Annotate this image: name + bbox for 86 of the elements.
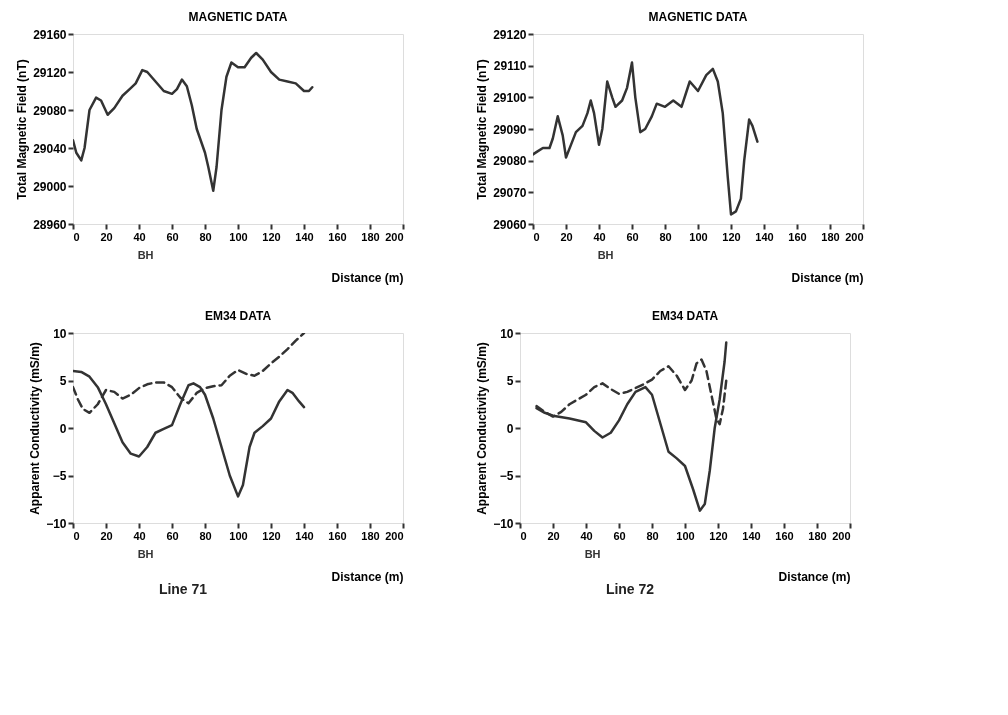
x-tick-label: 160: [788, 230, 807, 243]
x-tick-label: 20: [560, 230, 573, 243]
x-tick-label: 20: [100, 230, 113, 243]
x-axis-title: Distance (m): [778, 569, 851, 584]
y-tick-label: 29040: [33, 141, 67, 156]
x-tick-label: 100: [689, 230, 708, 243]
x-tick-label: 180: [821, 230, 840, 243]
x-tick-label: 60: [613, 529, 626, 542]
y-axis-title: Total Magnetic Field (nT): [15, 59, 30, 200]
y-axis-title: Apparent Conductivity (mS/m): [475, 342, 490, 515]
x-tick-label: 120: [722, 230, 741, 243]
x-tick-label: 140: [295, 529, 314, 542]
y-tick-label: 29000: [33, 179, 67, 194]
text: BH: [137, 249, 154, 261]
chart-title: EM34 DATA: [651, 309, 719, 323]
y-tick-label: 5: [506, 374, 514, 388]
y-tick-label: 29060: [493, 217, 527, 232]
x-tick-label: 200: [385, 230, 404, 243]
line-series: [73, 51, 314, 192]
y-tick-label: 0: [59, 421, 67, 436]
x-tick-label: 120: [709, 529, 728, 542]
text: Line 72: [605, 581, 655, 597]
x-tick-label: 200: [385, 529, 404, 542]
x-axis-title: Distance (m): [331, 270, 404, 285]
x-tick-label: 40: [133, 230, 146, 243]
x-tick-label: 60: [626, 230, 639, 243]
y-tick-label: 29080: [493, 154, 527, 169]
text: Line 71: [158, 581, 208, 597]
x-tick-label: 100: [676, 529, 695, 542]
x-tick-label: 40: [133, 529, 146, 542]
text: BH: [137, 548, 154, 560]
x-tick-label: 140: [755, 230, 774, 243]
line-series: [533, 61, 759, 216]
y-tick-label: 29110: [493, 59, 527, 74]
chart-title: MAGNETIC DATA: [188, 10, 288, 24]
x-tick-label: 180: [808, 529, 827, 542]
y-tick-label: 29090: [493, 122, 527, 137]
y-tick-label: −5: [499, 469, 514, 483]
x-tick-label: 80: [659, 230, 672, 243]
x-tick-label: 80: [199, 230, 212, 243]
y-tick-label: −10: [46, 516, 67, 531]
y-tick-label: 10: [500, 326, 514, 341]
x-tick-label: 180: [361, 230, 380, 243]
y-tick-label: 29120: [493, 27, 527, 42]
y-tick-label: 0: [506, 421, 514, 436]
x-tick-label: 0: [73, 529, 80, 542]
x-tick-label: 40: [593, 230, 606, 243]
x-tick-label: 140: [742, 529, 761, 542]
x-axis-title: Distance (m): [791, 270, 864, 285]
chart-title: EM34 DATA: [204, 309, 272, 323]
y-tick-label: −5: [52, 469, 67, 483]
x-tick-label: 120: [262, 529, 281, 542]
y-tick-label: 29160: [33, 27, 67, 42]
x-tick-label: 100: [229, 529, 248, 542]
x-tick-label: 100: [229, 230, 248, 243]
x-tick-label: 0: [533, 230, 540, 243]
text: BH: [584, 548, 601, 560]
x-axis-title: Distance (m): [331, 569, 404, 584]
x-tick-label: 40: [580, 529, 593, 542]
x-tick-label: 160: [328, 529, 347, 542]
x-tick-label: 180: [361, 529, 380, 542]
chart-title: MAGNETIC DATA: [648, 10, 748, 24]
y-tick-label: 28960: [33, 217, 67, 232]
text: BH: [597, 249, 614, 261]
y-axis-title: Apparent Conductivity (mS/m): [28, 342, 43, 515]
y-tick-label: 5: [59, 374, 67, 388]
y-tick-label: 29100: [493, 90, 527, 105]
x-tick-label: 200: [845, 230, 864, 243]
y-axis-title: Total Magnetic Field (nT): [475, 59, 490, 200]
x-tick-label: 60: [166, 230, 179, 243]
y-tick-label: 29070: [493, 185, 527, 200]
y-tick-label: 29120: [33, 65, 67, 80]
y-tick-label: −10: [493, 516, 514, 531]
x-tick-label: 200: [832, 529, 851, 542]
x-tick-label: 60: [166, 529, 179, 542]
x-tick-label: 0: [73, 230, 80, 243]
y-tick-label: 10: [53, 326, 67, 341]
x-tick-label: 80: [646, 529, 659, 542]
x-tick-label: 120: [262, 230, 281, 243]
x-tick-label: 140: [295, 230, 314, 243]
x-tick-label: 20: [547, 529, 560, 542]
x-tick-label: 20: [100, 529, 113, 542]
x-tick-label: 160: [775, 529, 794, 542]
x-tick-label: 160: [328, 230, 347, 243]
y-tick-label: 29080: [33, 103, 67, 118]
x-tick-label: 80: [199, 529, 212, 542]
